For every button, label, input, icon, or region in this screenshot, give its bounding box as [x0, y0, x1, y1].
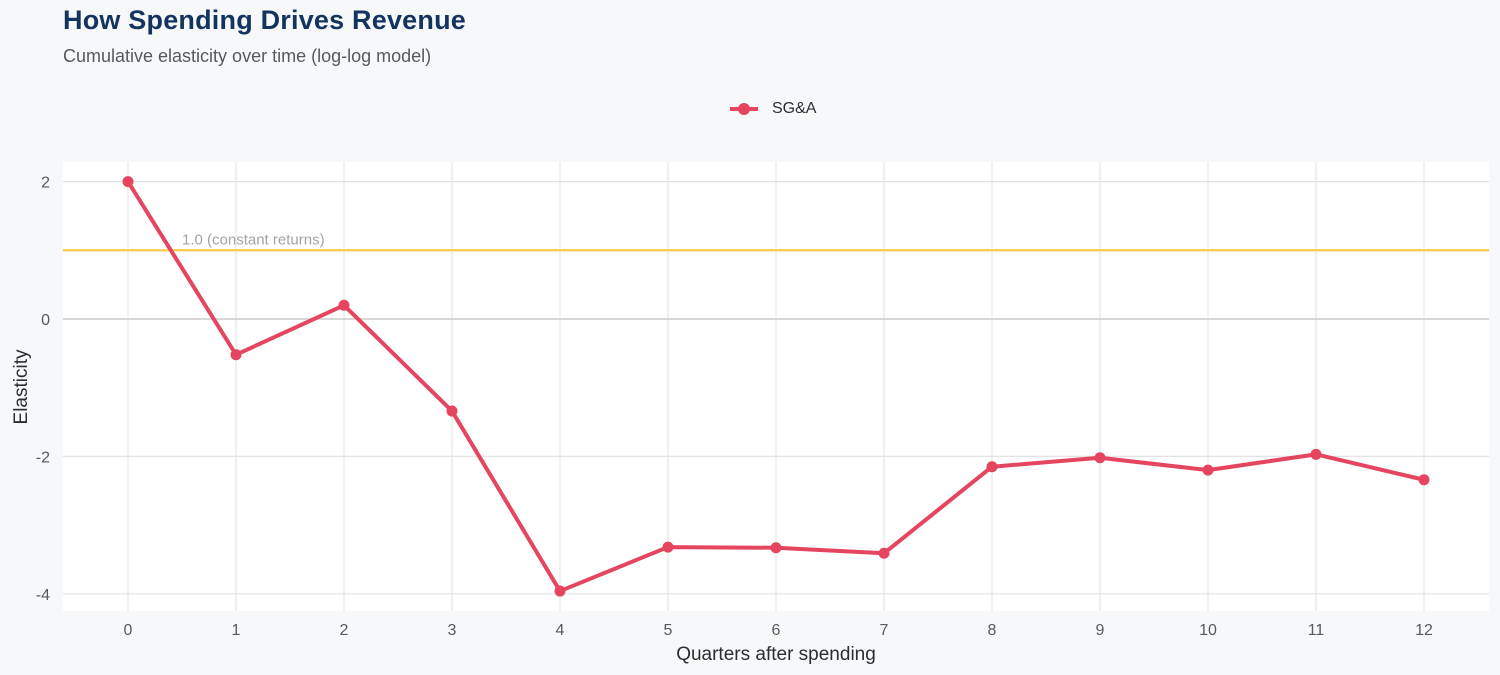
x-tick-label: 5 [664, 622, 673, 639]
data-point [122, 176, 134, 188]
x-gridlines [127, 162, 1425, 611]
x-tick-label: 2 [340, 622, 349, 639]
chart-title: How Spending Drives Revenue [63, 5, 466, 35]
chart-subtitle: Cumulative elasticity over time (log-log… [63, 46, 432, 66]
y-tick-label: 0 [41, 312, 50, 329]
x-tick-label: 9 [1096, 622, 1105, 639]
data-point [986, 461, 998, 473]
y-tick-label: 2 [41, 175, 50, 192]
y-tick-label: -2 [36, 449, 50, 466]
data-point [230, 349, 242, 361]
legend: SG&A [730, 99, 816, 119]
x-tick-label: 4 [556, 622, 565, 639]
x-tick-label: 3 [448, 622, 457, 639]
data-point [1202, 464, 1214, 476]
x-tick-labels: 0 1 2 3 4 5 6 7 8 9 10 11 12 [124, 622, 1433, 639]
legend-label-sga: SG&A [772, 100, 817, 117]
x-tick-label: 8 [988, 622, 997, 639]
x-tick-label: 12 [1415, 622, 1433, 639]
x-tick-label: 0 [124, 622, 133, 639]
x-tick-label: 6 [772, 622, 781, 639]
data-point [338, 299, 350, 311]
y-tick-labels: 2 0 -2 -4 [36, 175, 50, 604]
data-point [770, 542, 782, 554]
y-axis-title: Elasticity [11, 349, 32, 424]
series-points-sga [122, 176, 1430, 597]
data-point [1418, 474, 1430, 486]
reference-line-label: 1.0 (constant returns) [182, 231, 325, 248]
x-tick-label: 10 [1199, 622, 1217, 639]
data-point [554, 585, 566, 597]
data-point [878, 547, 890, 559]
y-tick-label: -4 [36, 587, 50, 604]
data-point [1094, 452, 1106, 464]
data-point [662, 541, 674, 553]
x-tick-label: 7 [880, 622, 889, 639]
data-point [446, 405, 458, 417]
x-axis-title: Quarters after spending [676, 644, 876, 665]
data-point [1310, 448, 1322, 460]
y-gridlines [63, 181, 1489, 595]
x-tick-label: 11 [1308, 622, 1325, 639]
legend-line-marker-icon [730, 99, 758, 119]
x-tick-label: 1 [232, 622, 241, 639]
